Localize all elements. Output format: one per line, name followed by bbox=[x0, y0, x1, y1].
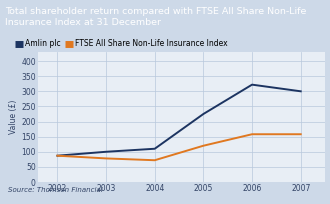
Y-axis label: Value (£): Value (£) bbox=[10, 100, 18, 134]
Text: Total shareholder return compared with FTSE All Share Non-Life
Insurance Index a: Total shareholder return compared with F… bbox=[5, 7, 306, 27]
Legend: Amlin plc, FTSE All Share Non-Life Insurance Index: Amlin plc, FTSE All Share Non-Life Insur… bbox=[12, 37, 231, 52]
Text: Source: Thomson Financial: Source: Thomson Financial bbox=[8, 187, 103, 193]
